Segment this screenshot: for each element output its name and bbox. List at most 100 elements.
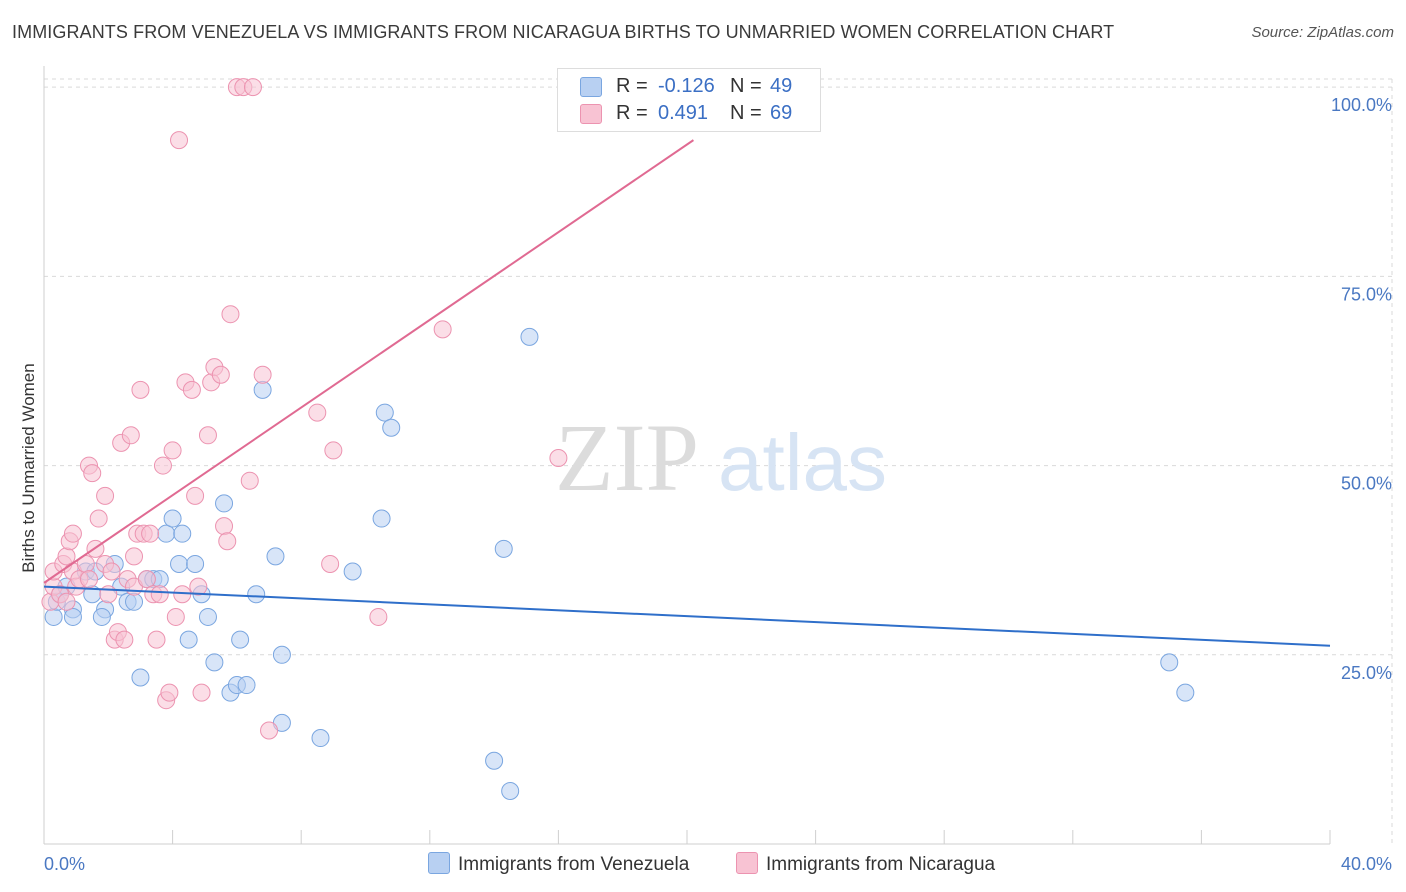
nicaragua-point: [121, 426, 140, 445]
nicaragua-point: [433, 320, 452, 339]
nicaragua-point: [369, 607, 388, 626]
venezuela-swatch: [580, 77, 602, 97]
watermark-zip: ZIP: [555, 404, 699, 511]
nicaragua-point: [240, 471, 259, 490]
venezuela-point: [179, 630, 198, 649]
nicaragua-point: [96, 486, 115, 505]
trendlines: [43, 139, 1331, 647]
nicaragua-point: [153, 456, 172, 475]
tick-labels: 25.0% 50.0% 75.0% 100.0% 0.0% 40.0%: [44, 95, 1392, 874]
series-nicaragua-points: [41, 78, 568, 740]
nicaragua-point: [324, 441, 343, 460]
nicaragua-point: [166, 607, 185, 626]
venezuela-point: [375, 403, 394, 422]
nicaragua-point: [170, 131, 189, 150]
venezuela-point: [173, 524, 192, 543]
nicaragua-point: [83, 464, 102, 483]
venezuela-point: [520, 327, 539, 346]
nicaragua-point: [147, 630, 166, 649]
nicaragua-point: [198, 426, 217, 445]
chart-title: IMMIGRANTS FROM VENEZUELA VS IMMIGRANTS …: [12, 22, 1115, 42]
nicaragua-point: [253, 365, 272, 384]
nicaragua-point: [131, 380, 150, 399]
bottom-nicaragua-label: Immigrants from Nicaragua: [766, 854, 996, 875]
venezuela-point: [125, 592, 144, 611]
nicaragua-trendline: [43, 139, 694, 584]
nicaragua-point: [221, 305, 240, 324]
venezuela-point: [372, 509, 391, 528]
venezuela-n-label: N =: [730, 75, 762, 97]
y-tick-label-100: 100.0%: [1331, 95, 1392, 115]
venezuela-point: [343, 562, 362, 581]
watermark-atlas: atlas: [718, 418, 887, 507]
venezuela-point: [253, 380, 272, 399]
venezuela-point: [215, 494, 234, 513]
source-label: Source: ZipAtlas.com: [1251, 24, 1394, 41]
venezuela-point: [157, 524, 176, 543]
nicaragua-r-label: R =: [616, 102, 648, 124]
nicaragua-point: [160, 683, 179, 702]
venezuela-r-value: -0.126: [658, 75, 715, 97]
nicaragua-point: [80, 570, 99, 589]
nicaragua-point: [163, 441, 182, 460]
nicaragua-r-value: 0.491: [658, 102, 709, 124]
y-tick-label-75: 75.0%: [1341, 284, 1392, 304]
nicaragua-point: [321, 554, 340, 573]
venezuela-point: [170, 554, 189, 573]
venezuela-point: [272, 645, 291, 664]
venezuela-point: [92, 607, 111, 626]
nicaragua-n-value: 69: [770, 102, 793, 124]
venezuela-trendline: [43, 585, 1331, 647]
y-axis-title: Births to Unmarried Women: [19, 363, 38, 572]
nicaragua-point: [211, 365, 230, 384]
venezuela-point: [501, 782, 520, 801]
venezuela-point: [237, 676, 256, 695]
venezuela-point: [163, 509, 182, 528]
venezuela-point: [44, 607, 63, 626]
nicaragua-point: [218, 532, 237, 551]
nicaragua-point: [308, 403, 327, 422]
venezuela-point: [247, 585, 266, 604]
venezuela-point: [1176, 683, 1195, 702]
nicaragua-point: [115, 630, 134, 649]
nicaragua-point: [63, 524, 82, 543]
nicaragua-point: [192, 683, 211, 702]
nicaragua-point: [57, 592, 76, 611]
nicaragua-point: [215, 517, 234, 536]
bottom-nicaragua-swatch: [736, 852, 758, 874]
venezuela-point: [205, 653, 224, 672]
venezuela-point: [382, 418, 401, 437]
nicaragua-point: [141, 524, 160, 543]
nicaragua-point: [243, 78, 262, 97]
venezuela-point: [231, 630, 250, 649]
venezuela-point: [131, 668, 150, 687]
nicaragua-point: [260, 721, 279, 740]
nicaragua-point: [189, 577, 208, 596]
nicaragua-point: [549, 449, 568, 467]
nicaragua-point: [125, 547, 144, 566]
venezuela-n-value: 49: [770, 75, 793, 97]
nicaragua-point: [150, 585, 169, 604]
nicaragua-swatch: [580, 104, 602, 124]
y-tick-label-50: 50.0%: [1341, 474, 1392, 494]
nicaragua-point: [182, 380, 201, 399]
bottom-legend-venezuela: Immigrants from Venezuela: [428, 852, 689, 876]
venezuela-point: [198, 607, 217, 626]
nicaragua-n-label: N =: [730, 102, 762, 124]
watermark: ZIP atlas: [555, 404, 887, 511]
x-tick-label-max: 40.0%: [1341, 854, 1392, 874]
venezuela-point: [311, 729, 330, 748]
venezuela-point: [485, 751, 504, 770]
x-tick-label-min: 0.0%: [44, 854, 85, 874]
correlation-legend: R = -0.126 N = 49 R = 0.491 N = 69: [557, 68, 821, 132]
series-venezuela-points: [44, 327, 1195, 801]
venezuela-point: [494, 539, 513, 558]
venezuela-point: [186, 554, 205, 573]
nicaragua-point: [89, 509, 108, 528]
venezuela-point: [266, 547, 285, 566]
venezuela-point: [63, 607, 82, 626]
axes: [43, 66, 1331, 845]
bottom-legend-nicaragua: Immigrants from Nicaragua: [736, 852, 995, 876]
bottom-venezuela-label: Immigrants from Venezuela: [458, 854, 690, 875]
